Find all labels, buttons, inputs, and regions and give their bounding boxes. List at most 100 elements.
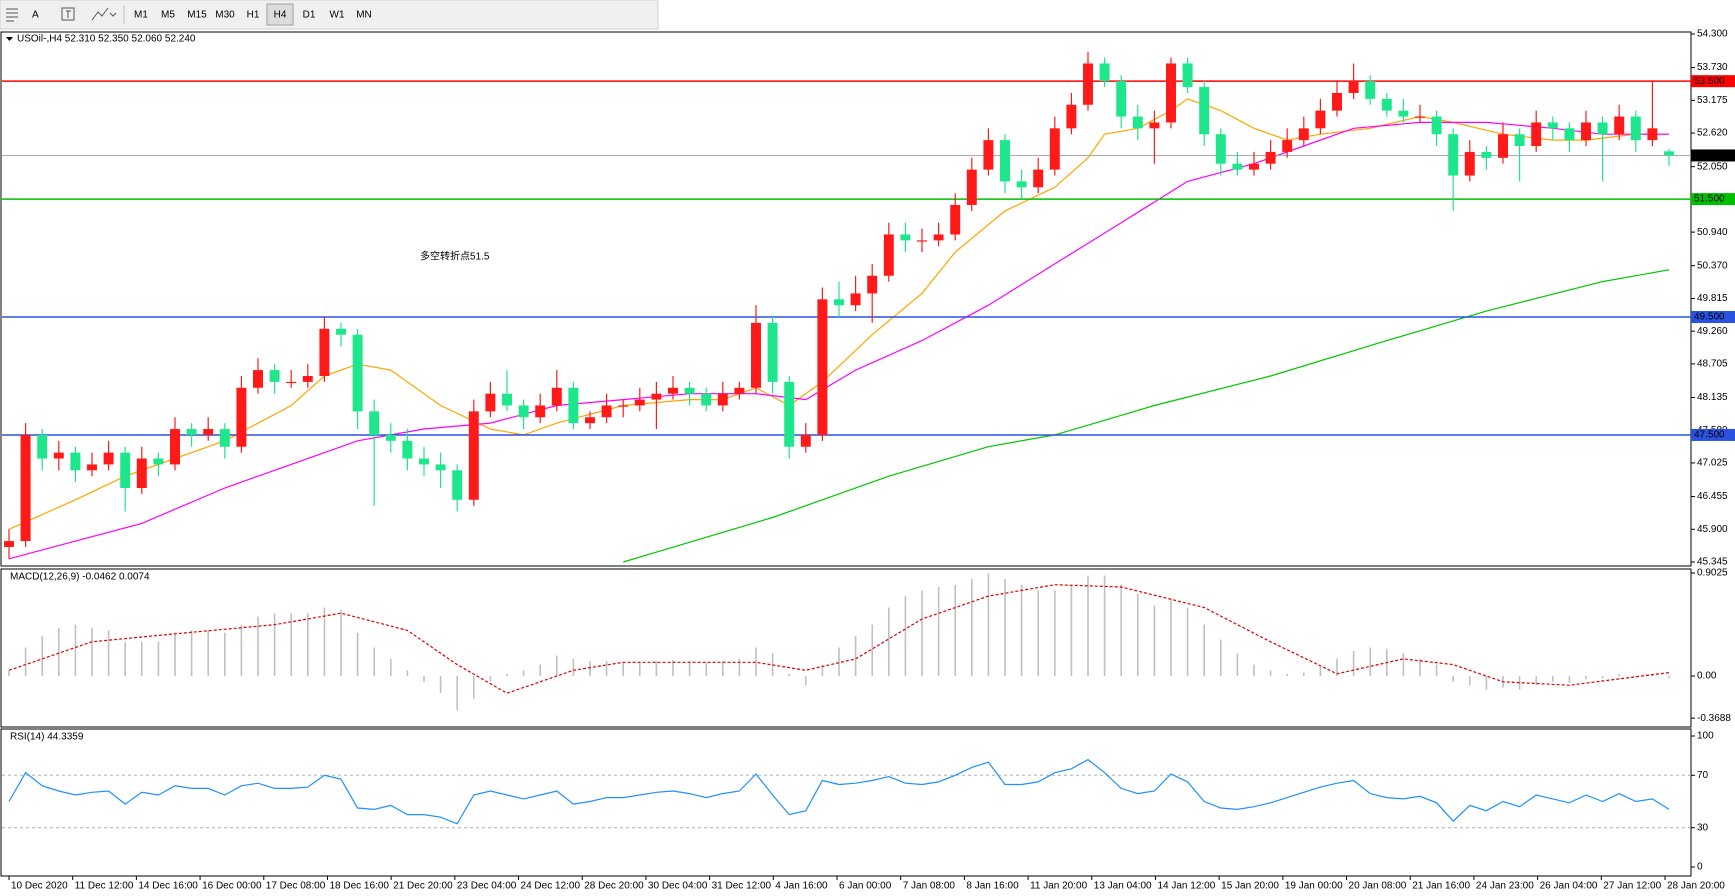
toolbar-icons	[6, 5, 125, 24]
time-label: 16 Dec 00:00	[202, 881, 262, 892]
macd-bar	[224, 632, 226, 677]
timeframe-label[interactable]: H4	[274, 10, 287, 21]
candle-body	[1182, 63, 1193, 88]
price-tag-label: 53.500	[1694, 76, 1725, 87]
candle-body	[1614, 116, 1625, 135]
macd-bar	[722, 661, 724, 677]
candle-body	[1630, 116, 1641, 141]
dropdown-icon[interactable]	[109, 12, 117, 17]
macd-bar	[373, 647, 375, 677]
time-label: 20 Jan 08:00	[1349, 881, 1407, 892]
macd-bar	[871, 624, 873, 677]
macd-bar	[473, 676, 475, 699]
macd-bar	[1037, 590, 1039, 677]
timeframe-label[interactable]: H1	[247, 10, 260, 21]
time-label: 26 Jan 04:00	[1540, 881, 1598, 892]
candle-body	[651, 393, 662, 400]
candle-body	[1116, 81, 1127, 117]
timeframe-label[interactable]: D1	[303, 10, 316, 21]
price-tag-label: 47.500	[1694, 430, 1725, 441]
candle-body	[751, 322, 761, 388]
macd-bar	[1087, 575, 1089, 677]
macd-bar	[157, 641, 160, 677]
text-label-icon[interactable]	[61, 7, 75, 21]
moving-average	[623, 269, 1670, 563]
candle-body	[302, 375, 313, 382]
candle-body	[1348, 81, 1359, 93]
candle-body	[120, 452, 131, 489]
candle-body	[601, 405, 612, 418]
crosshair-icon[interactable]	[6, 8, 18, 22]
macd-bar	[1419, 658, 1421, 677]
macd-bar	[904, 596, 907, 677]
text-tool[interactable]: A	[32, 10, 39, 21]
candle-body	[983, 140, 994, 170]
timeframe-label[interactable]: M30	[215, 10, 235, 21]
time-label: 24 Dec 12:00	[521, 881, 581, 892]
candle-body	[1581, 122, 1591, 141]
candle-body	[352, 334, 363, 412]
macd-bar	[1020, 584, 1023, 677]
candle-body	[585, 417, 595, 424]
macd-bar	[1601, 676, 1604, 679]
macd-bar	[24, 647, 27, 677]
candle-body	[1481, 151, 1492, 158]
macd-bar	[1269, 670, 1272, 677]
candle-body	[1282, 140, 1293, 152]
time-label: 27 Jan 12:00	[1603, 881, 1661, 892]
candle-body	[1199, 87, 1210, 135]
macd-bar	[1469, 676, 1471, 686]
candle-body	[1514, 134, 1525, 147]
shapes-icon[interactable]	[91, 7, 109, 21]
candle-body	[1547, 122, 1558, 129]
y-tick-label: 52.050	[1697, 161, 1728, 172]
macd-bar	[489, 676, 492, 682]
macd-bar	[1236, 653, 1239, 677]
candle-body	[70, 452, 81, 471]
y-tick-label: 46.455	[1697, 491, 1728, 502]
candle-body	[1215, 134, 1226, 164]
candle-body	[1531, 122, 1542, 147]
candle-body	[103, 452, 114, 465]
candle-body	[668, 387, 678, 394]
candle-body	[551, 387, 562, 406]
candle-body	[1498, 134, 1508, 158]
y-tick-label: -0.3688	[1697, 713, 1731, 724]
macd-bar	[340, 609, 342, 677]
timeframe-label[interactable]: MN	[356, 10, 372, 21]
timeframe-label[interactable]: M1	[134, 10, 148, 21]
macd-bar	[1103, 575, 1106, 677]
y-tick-label: 50.940	[1697, 227, 1728, 238]
annotation: 多空转折点51.5	[420, 250, 490, 263]
candle-body	[20, 434, 31, 542]
macd-bar	[1585, 676, 1587, 680]
candle-body	[784, 381, 795, 447]
candle-body	[186, 429, 197, 435]
macd-bar	[1485, 676, 1488, 690]
macd-bar	[207, 630, 209, 677]
candle-body	[468, 411, 479, 500]
timeframe-button[interactable]	[266, 3, 294, 26]
candle-body	[4, 541, 14, 547]
timeframe-label[interactable]: M15	[187, 10, 207, 21]
time-label: 4 Jan 16:00	[775, 881, 828, 892]
timeframe-label[interactable]: M5	[161, 10, 175, 21]
candle-body	[1464, 151, 1475, 176]
macd-bar	[41, 636, 43, 677]
timeframe-label[interactable]: W1	[330, 10, 345, 21]
candle-body	[1016, 181, 1027, 188]
macd-bar	[323, 607, 326, 677]
macd-bar	[1635, 676, 1637, 677]
macd-bar	[1170, 598, 1172, 677]
candle-body	[950, 204, 961, 235]
price-tag	[1691, 75, 1735, 88]
macd-bar	[788, 673, 790, 677]
y-tick-label: 0.00	[1697, 671, 1717, 682]
time-label: 7 Jan 08:00	[903, 881, 956, 892]
macd-bar	[1435, 664, 1438, 677]
candle-body	[219, 429, 230, 447]
candle-body	[1033, 169, 1044, 188]
price-tag-label: 51.500	[1694, 194, 1725, 205]
y-tick-label: 45.345	[1697, 557, 1728, 568]
